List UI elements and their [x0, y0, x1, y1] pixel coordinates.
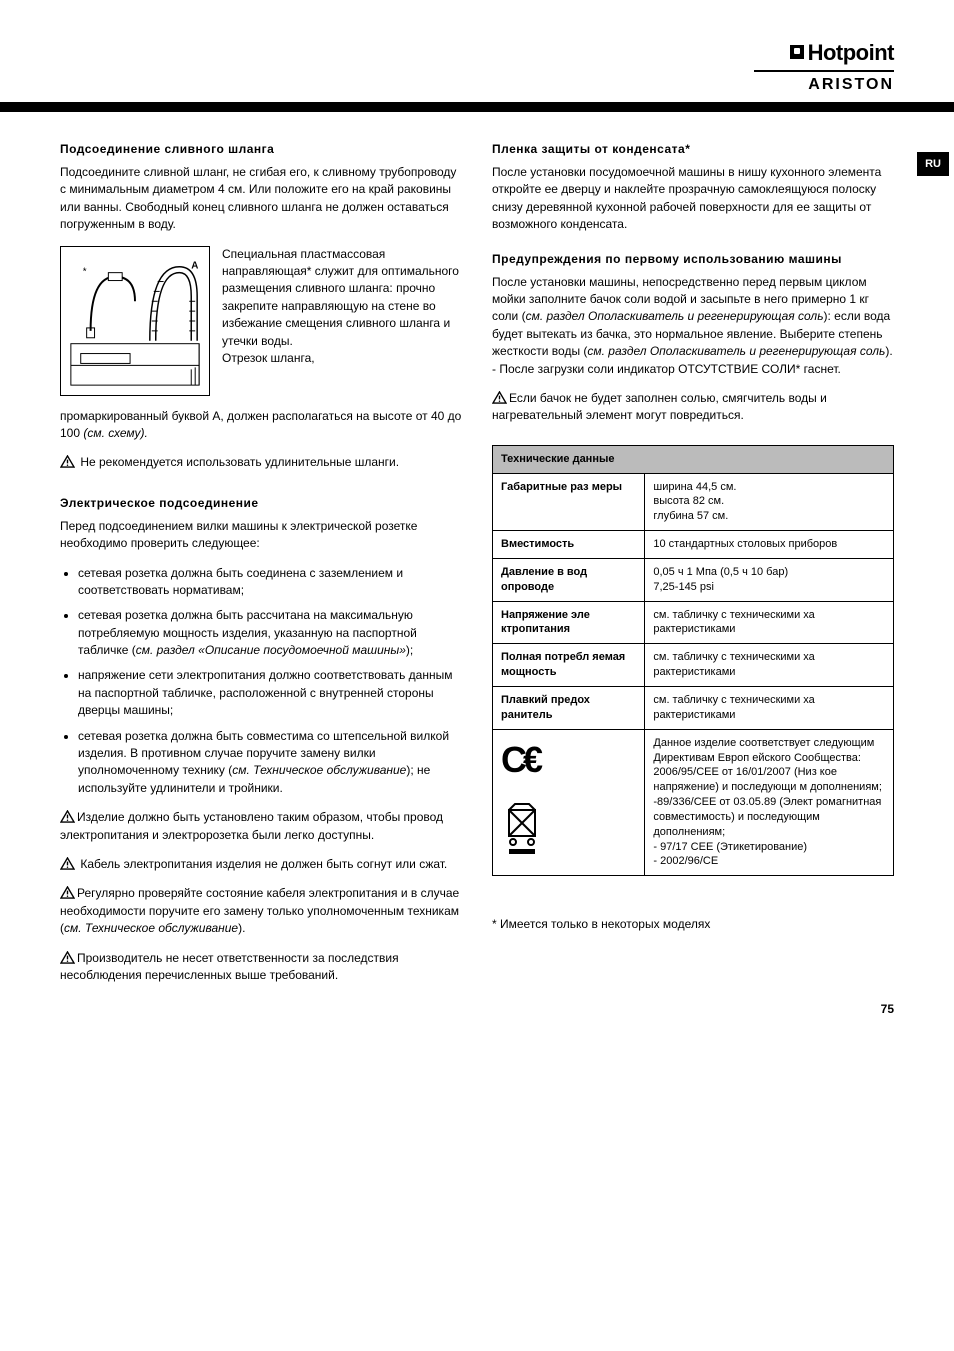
warn-liability: Производитель не несет ответственности з…: [60, 950, 462, 985]
heading-drain-hose: Подсоединение сливного шланга: [60, 142, 462, 156]
heading-condensation-film: Пленка защиты от конденсата*: [492, 142, 894, 156]
brand-hotpoint: Hotpoint: [754, 40, 894, 66]
page-number: 75: [881, 1002, 894, 1016]
table-row: Полная потребл яемая мощностьсм. табличк…: [493, 644, 894, 687]
text-film: После установки посудомоечной машины в н…: [492, 164, 894, 234]
warning-icon: [60, 951, 75, 964]
tech-data-table: Технические данные Габаритные раз мерыши…: [492, 445, 894, 877]
heading-electrical: Электрическое подсоединение: [60, 496, 462, 510]
heading-first-use: Предупреждения по первому использованию …: [492, 252, 894, 266]
drain-hose-figure: A *: [60, 246, 210, 396]
text-drain-3: промаркированный буквой А, должен распол…: [60, 408, 462, 443]
svg-text:A: A: [191, 260, 198, 271]
ce-mark-icon: C€: [501, 736, 636, 785]
table-row: Давление в вод опроводе0,05 ч 1 Мпа (0,5…: [493, 558, 894, 601]
table-row: Плавкий предох ранительсм. табличку с те…: [493, 686, 894, 729]
text-elec-intro: Перед подсоединением вилки машины к элек…: [60, 518, 462, 553]
warn-salt: Если бачок не будет заполнен солью, смяг…: [492, 390, 894, 425]
warn-install: Изделие должно быть установлено таким об…: [60, 809, 462, 844]
bullet-4: сетевая розетка должна быть совместима с…: [78, 728, 462, 798]
header-bar: [0, 102, 954, 112]
left-column: Подсоединение сливного шланга Подсоедини…: [60, 142, 462, 996]
table-row: Вместимость10 стандартных столовых прибо…: [493, 531, 894, 559]
text-drain-1: Подсоедините сливной шланг, не сгибая ег…: [60, 164, 462, 234]
warning-icon: [60, 455, 75, 468]
brand-header: Hotpoint ARISTON: [60, 40, 894, 94]
electrical-check-list: сетевая розетка должна быть соединена с …: [60, 565, 462, 798]
bullet-3: напряжение сети электропитания должно со…: [78, 667, 462, 719]
warning-icon: [60, 857, 75, 870]
warn-cable: Кабель электропитания изделия не должен …: [60, 856, 462, 873]
warn-check: Регулярно проверяйте состояние кабеля эл…: [60, 885, 462, 937]
ce-text: Данное изделие соответствует следующим Д…: [645, 729, 894, 876]
table-row: C€ Данное изделие соответствует следующи…: [493, 729, 894, 876]
warn-ext-hoses: Не рекомендуется использовать удлинитель…: [60, 454, 462, 471]
footnote: * Имеется только в некоторых моделях: [492, 916, 894, 933]
warning-icon: [60, 886, 75, 899]
tech-table-title: Технические данные: [493, 445, 894, 473]
bullet-1: сетевая розетка должна быть соединена с …: [78, 565, 462, 600]
warning-icon: [60, 810, 75, 823]
table-row: Габаритные раз мерыширина 44,5 см. высот…: [493, 473, 894, 531]
right-column: Пленка защиты от конденсата* После устан…: [492, 142, 894, 996]
brand-divider: [754, 70, 894, 72]
ce-weee-cell: C€: [493, 729, 645, 876]
table-row: Напряжение эле ктропитаниясм. табличку с…: [493, 601, 894, 644]
bullet-2: сетевая розетка должна быть рассчитана н…: [78, 607, 462, 659]
warning-icon: [492, 391, 507, 404]
text-drain-2: Специальная пластмассовая направляющая* …: [222, 246, 462, 396]
text-first-use: После установки машины, непосредственно …: [492, 274, 894, 378]
hotpoint-logo-icon: [790, 45, 804, 59]
weee-icon: [501, 802, 543, 856]
lang-tab: RU: [917, 152, 949, 176]
svg-text:*: *: [83, 266, 87, 277]
brand-ariston: ARISTON: [754, 76, 894, 94]
